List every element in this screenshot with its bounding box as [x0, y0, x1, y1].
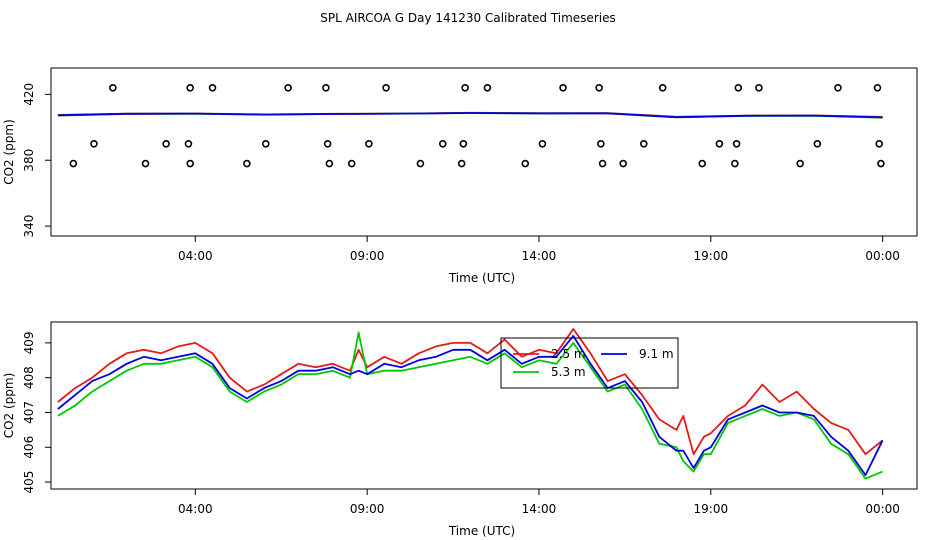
- top-x-tick-label: 14:00: [522, 249, 557, 263]
- bottom-x-tick-label: 00:00: [865, 502, 900, 516]
- bottom-series-line-2-5-m: [57, 328, 884, 456]
- top-data-point: [69, 159, 78, 168]
- top-data-point: [559, 83, 567, 92]
- top-data-point: [834, 83, 842, 92]
- top-data-point: [732, 139, 741, 148]
- top-data-point: [323, 139, 332, 148]
- legend-box: [500, 337, 679, 389]
- top-data-point: [698, 159, 707, 168]
- top-data-point: [461, 83, 469, 92]
- top-y-axis-label: CO2 (ppm): [2, 119, 16, 185]
- top-data-point: [438, 139, 447, 148]
- top-data-point: [813, 139, 822, 148]
- top-data-point: [382, 83, 390, 92]
- bottom-plot-frame: [50, 321, 918, 490]
- top-data-point: [598, 159, 607, 168]
- top-data-point: [731, 159, 739, 168]
- bottom-x-axis-label: Time (UTC): [448, 524, 515, 538]
- top-x-tick-label: 04:00: [178, 249, 213, 263]
- top-panel: 04:00 09:00 14:00 19:00 00:00 340 380 420 Time (…: [2, 67, 918, 285]
- top-data-point: [483, 83, 492, 92]
- bottom-x-tick-label: 09:00: [350, 502, 385, 516]
- top-data-point: [284, 83, 292, 92]
- bottom-x-tick-label: 14:00: [522, 502, 557, 516]
- top-data-point: [873, 83, 882, 92]
- bottom-y-tick-label: 405: [22, 471, 36, 494]
- bottom-y-tick-label: 406: [22, 436, 36, 459]
- top-data-point: [162, 139, 170, 148]
- top-data-point: [365, 139, 373, 148]
- top-data-point: [715, 139, 724, 148]
- bottom-x-tick-label: 04:00: [178, 502, 213, 516]
- top-data-point: [877, 159, 885, 168]
- legend: 2.5 m 9.1 m 5.3 m: [500, 337, 679, 389]
- legend-label: 5.3 m: [551, 365, 586, 379]
- top-data-point: [186, 159, 194, 168]
- legend-label: 9.1 m: [639, 347, 674, 361]
- top-data-point: [875, 139, 883, 148]
- bottom-series-line-9-1-m: [57, 334, 884, 477]
- top-data-point: [347, 159, 356, 168]
- top-data-point: [658, 83, 667, 92]
- bottom-panel: 04:00 09:00 14:00 19:00 00:00 405 406 407 408 409…: [2, 321, 918, 538]
- top-data-point: [141, 159, 150, 168]
- figure-title: SPL AIRCOA G Day 141230 Calibrated Times…: [320, 11, 615, 25]
- top-data-point: [184, 139, 193, 148]
- top-data-point: [208, 83, 217, 92]
- bottom-x-tick-label: 19:00: [694, 502, 729, 516]
- top-data-point: [796, 159, 804, 168]
- top-x-axis-label: Time (UTC): [448, 271, 515, 285]
- legend-label: 2.5 m: [551, 347, 586, 361]
- bottom-data-layer: [57, 328, 884, 480]
- top-data-point: [261, 139, 270, 148]
- top-data-point: [597, 139, 605, 148]
- top-data-point: [90, 139, 98, 148]
- top-plot-frame: [50, 67, 918, 237]
- top-x-tick-label: 19:00: [694, 249, 729, 263]
- top-data-point: [416, 159, 425, 168]
- top-data-point: [734, 83, 743, 92]
- top-data-point: [619, 159, 627, 168]
- top-y-tick-label: 380: [22, 149, 36, 172]
- bottom-y-tick-label: 407: [22, 401, 36, 424]
- top-data-point: [325, 159, 334, 168]
- top-y-tick-label: 420: [22, 83, 36, 106]
- top-data-point: [595, 83, 603, 92]
- top-data-point: [639, 139, 648, 148]
- top-data-point: [457, 159, 466, 168]
- top-x-tick-label: 00:00: [865, 249, 900, 263]
- top-series-line-blue: [57, 112, 883, 119]
- bottom-y-axis-label: CO2 (ppm): [2, 373, 16, 439]
- top-data-point: [322, 83, 330, 92]
- top-x-tick-label: 09:00: [350, 249, 385, 263]
- top-data-point: [538, 139, 547, 148]
- top-data-point: [521, 159, 530, 168]
- top-data-point: [755, 83, 763, 92]
- bottom-y-tick-label: 409: [22, 331, 36, 354]
- bottom-y-tick-label: 408: [22, 366, 36, 389]
- bottom-series-line-5-3-m: [57, 331, 883, 480]
- top-data-layer: [57, 83, 885, 168]
- top-y-tick-label: 340: [22, 215, 36, 238]
- top-data-point: [243, 159, 251, 168]
- top-data-point: [109, 83, 117, 92]
- top-data-point: [459, 139, 468, 148]
- top-data-point: [186, 83, 194, 92]
